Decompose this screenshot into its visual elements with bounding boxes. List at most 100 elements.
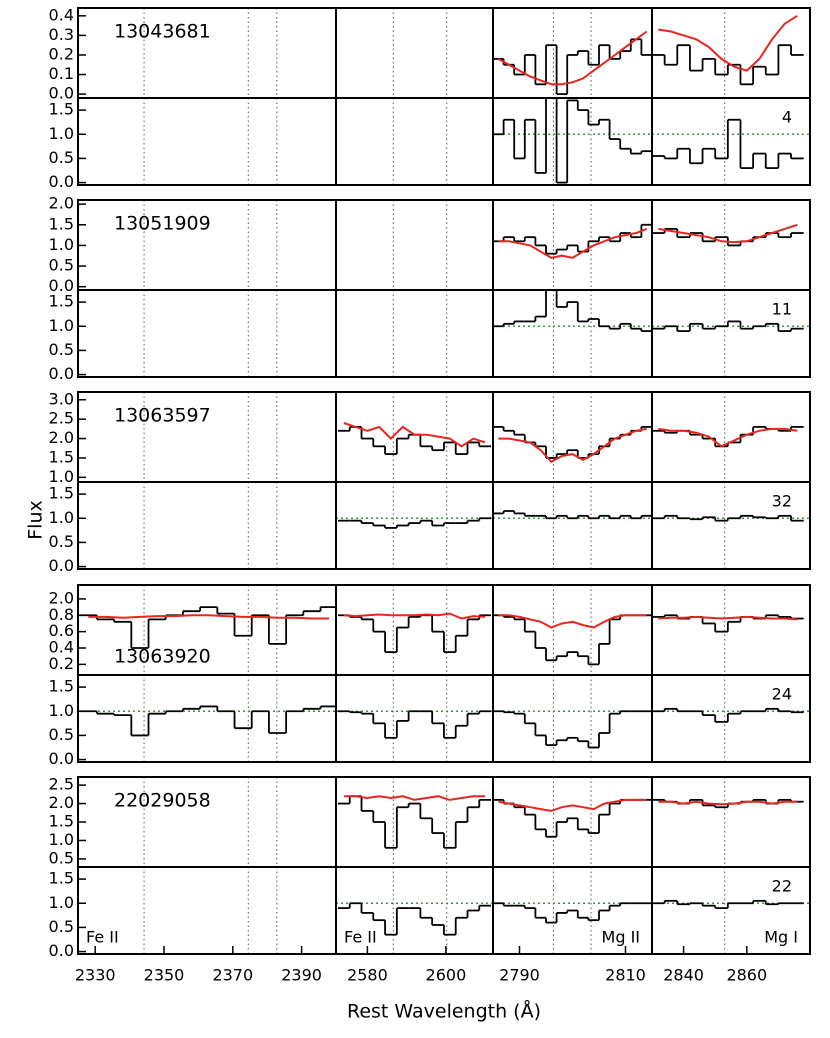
y-tick-label: 0.0 (49, 84, 74, 103)
y-tick-label: 1.5 (49, 447, 74, 466)
model-line (343, 422, 486, 448)
model-line (498, 227, 648, 259)
y-tick-label: 0.5 (49, 917, 74, 936)
y-tick-label: 0.6 (49, 621, 74, 640)
column-label: Mg I (764, 928, 798, 947)
x-tick-label: 2390 (281, 966, 322, 985)
y-tick-label: 0.0 (49, 749, 74, 768)
panel-frame (651, 97, 811, 186)
y-tick-label: 1.0 (49, 316, 74, 335)
panel-frame (335, 674, 494, 763)
panel-frame (492, 97, 653, 186)
x-tick-label: 2370 (212, 966, 253, 985)
panel-frame (651, 391, 811, 483)
x-tick-label: 2810 (605, 966, 646, 985)
panel-frame (651, 481, 811, 570)
panel-frame (77, 674, 337, 763)
snr-label: 24 (772, 685, 792, 704)
panel-frame (335, 97, 494, 186)
panel-frame (77, 97, 337, 186)
y-tick-label: 0.4 (49, 638, 74, 657)
object-name: 22029058 (114, 790, 211, 812)
y-tick-label: 1.0 (49, 830, 74, 849)
y-tick-label: 0.1 (49, 64, 74, 83)
panel-frame (492, 776, 653, 868)
object-name: 13063920 (114, 646, 211, 668)
model-line (658, 223, 798, 244)
model-line (497, 30, 648, 86)
y-tick-label: 0.5 (49, 340, 74, 359)
model-line (658, 800, 798, 806)
snr-label: 11 (772, 300, 792, 319)
panel-frame (492, 481, 653, 570)
y-tick-label: 0.3 (49, 25, 74, 44)
y-tick-label: 0.8 (49, 605, 74, 624)
model-line (658, 427, 798, 448)
y-tick-label: 1.0 (49, 124, 74, 143)
model-line (498, 427, 647, 464)
y-tick-label: 2.0 (49, 428, 74, 447)
y-tick-label: 1.5 (49, 869, 74, 888)
panel-frame (651, 776, 811, 868)
panel-frame (651, 7, 811, 99)
model-line (658, 14, 798, 72)
y-tick-label: 2.5 (49, 409, 74, 428)
x-tick-label: 2790 (499, 966, 540, 985)
panel-frame (492, 391, 653, 483)
y-tick-label: 0.0 (49, 172, 74, 191)
y-tick-label: 0.5 (49, 148, 74, 167)
y-tick-label: 1.0 (49, 893, 74, 912)
panel-frame (335, 481, 494, 570)
x-axis-label: Rest Wavelength (Å) (347, 1000, 541, 1023)
snr-label: 22 (772, 877, 792, 896)
x-tick-label: 2840 (663, 966, 704, 985)
model-line (343, 795, 486, 801)
y-tick-label: 0.5 (49, 725, 74, 744)
panel-frame (492, 584, 653, 676)
y-tick-label: 1.5 (49, 292, 74, 311)
panel-frame (335, 776, 494, 868)
y-tick-label: 2.0 (49, 588, 74, 607)
panel-frame (335, 391, 494, 483)
panel-frame (651, 674, 811, 763)
y-tick-label: 2.5 (49, 775, 74, 794)
model-line (498, 798, 647, 812)
y-tick-label: 0.0 (49, 364, 74, 383)
y-tick-label: 3.0 (49, 389, 74, 408)
panel-frame (492, 289, 653, 378)
x-tick-label: 2600 (426, 966, 467, 985)
panel-frame (651, 866, 811, 955)
model-line (343, 612, 486, 620)
y-tick-label: 1.5 (49, 100, 74, 119)
y-tick-label: 1.5 (49, 214, 74, 233)
panel-frame (492, 674, 653, 763)
snr-label: 4 (782, 108, 792, 127)
y-tick-label: 0.5 (49, 848, 74, 867)
model-line (88, 614, 330, 620)
column-label: Fe II (86, 928, 119, 947)
model-line (498, 614, 647, 629)
snr-label: 32 (772, 492, 792, 511)
y-tick-label: 0.5 (49, 532, 74, 551)
y-tick-label: 0.0 (49, 556, 74, 575)
y-tick-label: 1.5 (49, 812, 74, 831)
panel-frame (651, 289, 811, 378)
x-tick-label: 2580 (347, 966, 388, 985)
panel-frame (77, 289, 337, 378)
y-tick-label: 2.0 (49, 194, 74, 213)
y-tick-label: 1.0 (49, 701, 74, 720)
y-tick-label: 0.2 (49, 44, 74, 63)
column-label: Mg II (602, 928, 640, 947)
panel-frame (77, 481, 337, 570)
object-name: 13063597 (114, 405, 211, 427)
y-axis-label: Flux (25, 500, 47, 540)
panel-frame (335, 199, 494, 291)
y-tick-label: 0.5 (49, 256, 74, 275)
y-tick-label: 0.4 (49, 5, 74, 24)
y-tick-label: 0.2 (49, 654, 74, 673)
y-tick-label: 0.0 (49, 941, 74, 960)
x-tick-label: 2350 (144, 966, 185, 985)
y-tick-label: 1.0 (49, 467, 74, 486)
